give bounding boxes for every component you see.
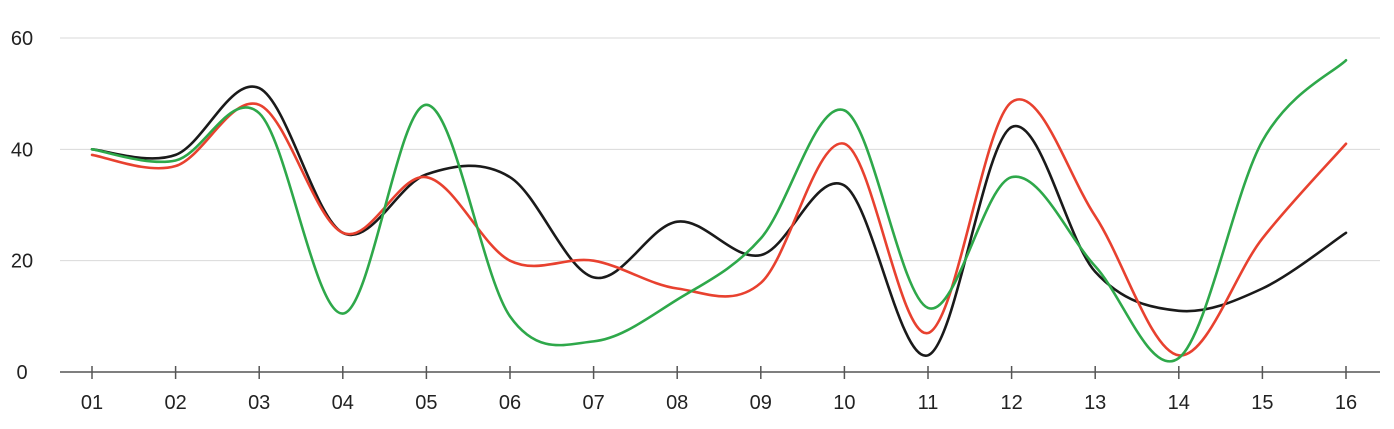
x-tick-label: 16 <box>1335 392 1357 414</box>
x-tick-label: 02 <box>164 392 186 414</box>
y-axis: 0 20 40 60 <box>11 28 33 384</box>
grid-layer <box>60 37 1380 262</box>
x-tick-label: 13 <box>1084 392 1106 414</box>
series-layer <box>90 58 1348 363</box>
series-line-red <box>90 98 1348 357</box>
x-tick-label: 12 <box>1000 392 1022 414</box>
x-tick-label: 14 <box>1168 392 1190 414</box>
x-tick-label: 01 <box>81 392 103 414</box>
x-tick-label: 07 <box>582 392 604 414</box>
y-tick-label: 20 <box>11 251 33 273</box>
x-tick-label: 06 <box>499 392 521 414</box>
x-tick-label: 15 <box>1251 392 1273 414</box>
y-tick-label: 60 <box>11 28 33 50</box>
series-line-black <box>90 85 1348 357</box>
x-axis: 01 02 03 04 05 06 07 08 09 10 11 12 13 14 15 16 <box>60 366 1380 414</box>
y-tick-label: 0 <box>16 362 27 384</box>
series-line-green <box>90 58 1348 363</box>
x-tick-label: 10 <box>833 392 855 414</box>
x-tick-label: 08 <box>666 392 688 414</box>
x-tick-label: 05 <box>415 392 437 414</box>
x-tick-label: 04 <box>332 392 354 414</box>
x-tick-label: 09 <box>750 392 772 414</box>
y-tick-label: 40 <box>11 139 33 161</box>
x-tick-label: 11 <box>918 392 939 414</box>
x-tick-label: 03 <box>248 392 270 414</box>
